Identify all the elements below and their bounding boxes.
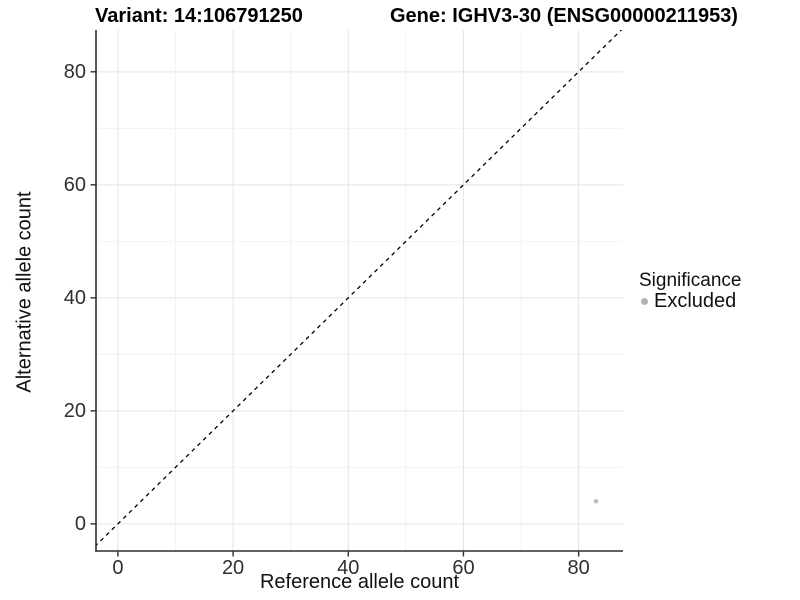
data-point	[593, 498, 599, 504]
legend-item-excluded: Excluded	[634, 291, 741, 312]
legend-title: Significance	[639, 270, 742, 291]
variant-title: Variant: 14:106791250	[95, 5, 303, 27]
y-axis-title: Alternative allele count	[13, 191, 36, 393]
y-tick-label: 20	[64, 400, 86, 422]
y-tick-label: 80	[64, 61, 86, 83]
legend-key-dot-icon	[641, 298, 648, 305]
legend: Significance Excluded	[634, 270, 741, 312]
x-tick-label: 40	[337, 557, 359, 579]
plot-panel: 0 20 40 60 80 0 20 40 60 80	[64, 30, 623, 579]
x-tick-label: 20	[222, 557, 244, 579]
x-tick-label: 0	[112, 557, 123, 579]
legend-item-label: Excluded	[654, 290, 737, 312]
y-tick-label: 60	[64, 174, 86, 196]
identity-line	[96, 30, 623, 547]
x-tick-label: 60	[452, 557, 474, 579]
x-tick-label: 80	[568, 557, 590, 579]
y-tick-label: 40	[64, 287, 86, 309]
y-tick-label: 0	[75, 513, 86, 535]
gene-title: Gene: IGHV3-30 (ENSG00000211953)	[390, 5, 738, 27]
x-axis-title: Reference allele count	[259, 571, 459, 593]
